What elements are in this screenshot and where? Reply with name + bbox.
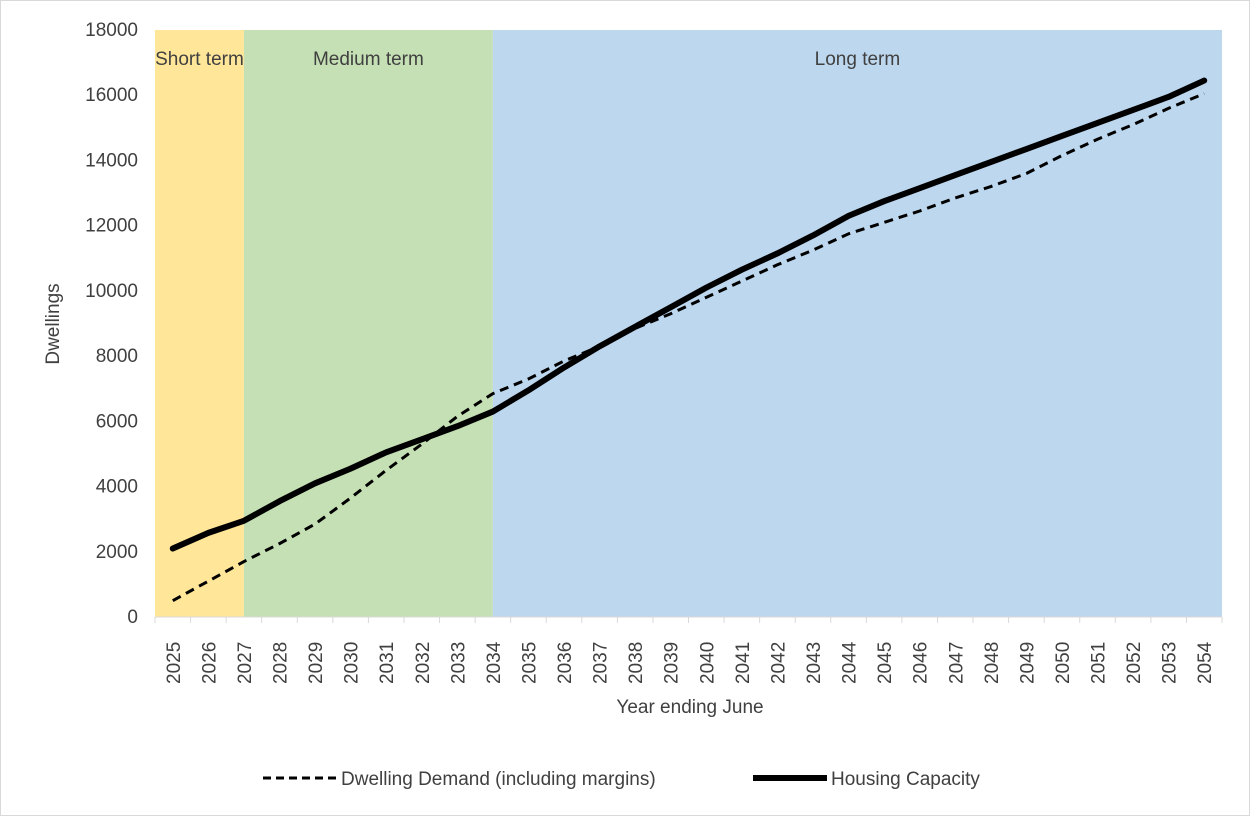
y-axis-title: Dwellings — [43, 283, 64, 364]
x-tick-label: 2050 — [1053, 642, 1074, 684]
legend-entry-demand: Dwelling Demand (including margins) — [263, 769, 656, 790]
legend: Dwelling Demand (including margins) Hous… — [263, 769, 980, 790]
y-tick-label: 8000 — [96, 346, 138, 367]
y-tick-label: 2000 — [96, 542, 138, 563]
x-tick-label: 2029 — [306, 642, 327, 684]
x-tick-label: 2031 — [377, 642, 398, 684]
band-0 — [155, 30, 244, 617]
x-tick-label: 2041 — [733, 642, 754, 684]
y-tick-label: 0 — [127, 607, 138, 628]
x-tick-label: 2026 — [199, 642, 220, 684]
y-tick-label: 4000 — [96, 477, 138, 498]
y-tick-label: 16000 — [85, 85, 138, 106]
y-tick-label: 14000 — [85, 150, 138, 171]
x-axis-ticks: 2025 2026 2027 2028 2029 2030 2031 2032 2033 2034… — [154, 617, 1223, 684]
x-tick-label: 2027 — [235, 642, 256, 684]
x-tick-label: 2049 — [1017, 642, 1038, 684]
x-axis-title: Year ending June — [616, 697, 763, 718]
legend-label-capacity: Housing Capacity — [831, 769, 980, 790]
band-2 — [492, 30, 1223, 617]
x-tick-label: 2035 — [519, 642, 540, 684]
x-tick-label: 2047 — [946, 642, 967, 684]
x-tick-label: 2039 — [662, 642, 683, 684]
band-label-0: Short term — [155, 49, 244, 70]
x-tick-label: 2052 — [1124, 642, 1145, 684]
y-tick-label: 6000 — [96, 411, 138, 432]
x-tick-label: 2034 — [484, 641, 505, 684]
term-bands: Short term Medium term Long term — [155, 30, 1223, 617]
series-line-1 — [169, 77, 1208, 552]
x-tick-label: 2044 — [840, 641, 861, 684]
x-tick-label: 2025 — [164, 642, 185, 684]
x-tick-label: 2028 — [270, 642, 291, 684]
x-tick-label: 2046 — [911, 642, 932, 684]
band-label-2: Long term — [815, 49, 901, 70]
y-axis-ticks: 0 2000 4000 6000 8000 10000 12000 14000 16000 180… — [85, 20, 138, 628]
legend-label-demand: Dwelling Demand (including margins) — [341, 769, 656, 790]
x-tick-label: 2030 — [342, 642, 363, 684]
x-tick-label: 2038 — [626, 642, 647, 684]
x-tick-label: 2042 — [768, 642, 789, 684]
y-tick-label: 12000 — [85, 216, 138, 237]
x-tick-label: 2051 — [1089, 642, 1110, 684]
x-tick-label: 2053 — [1160, 642, 1181, 684]
band-label-1: Medium term — [313, 49, 424, 70]
x-tick-label: 2033 — [448, 642, 469, 684]
band-1 — [243, 30, 493, 617]
x-tick-label: 2048 — [982, 642, 1003, 684]
series-line-0 — [172, 92, 1205, 603]
series-lines — [169, 77, 1208, 603]
x-tick-label: 2032 — [413, 642, 434, 684]
x-tick-label: 2054 — [1195, 641, 1216, 684]
y-tick-label: 10000 — [85, 281, 138, 302]
x-tick-label: 2045 — [875, 642, 896, 684]
legend-entry-capacity: Housing Capacity — [753, 769, 980, 790]
y-tick-label: 18000 — [85, 20, 138, 41]
x-tick-label: 2037 — [591, 642, 612, 684]
x-tick-label: 2040 — [697, 642, 718, 684]
x-tick-label: 2043 — [804, 642, 825, 684]
x-tick-label: 2036 — [555, 642, 576, 684]
